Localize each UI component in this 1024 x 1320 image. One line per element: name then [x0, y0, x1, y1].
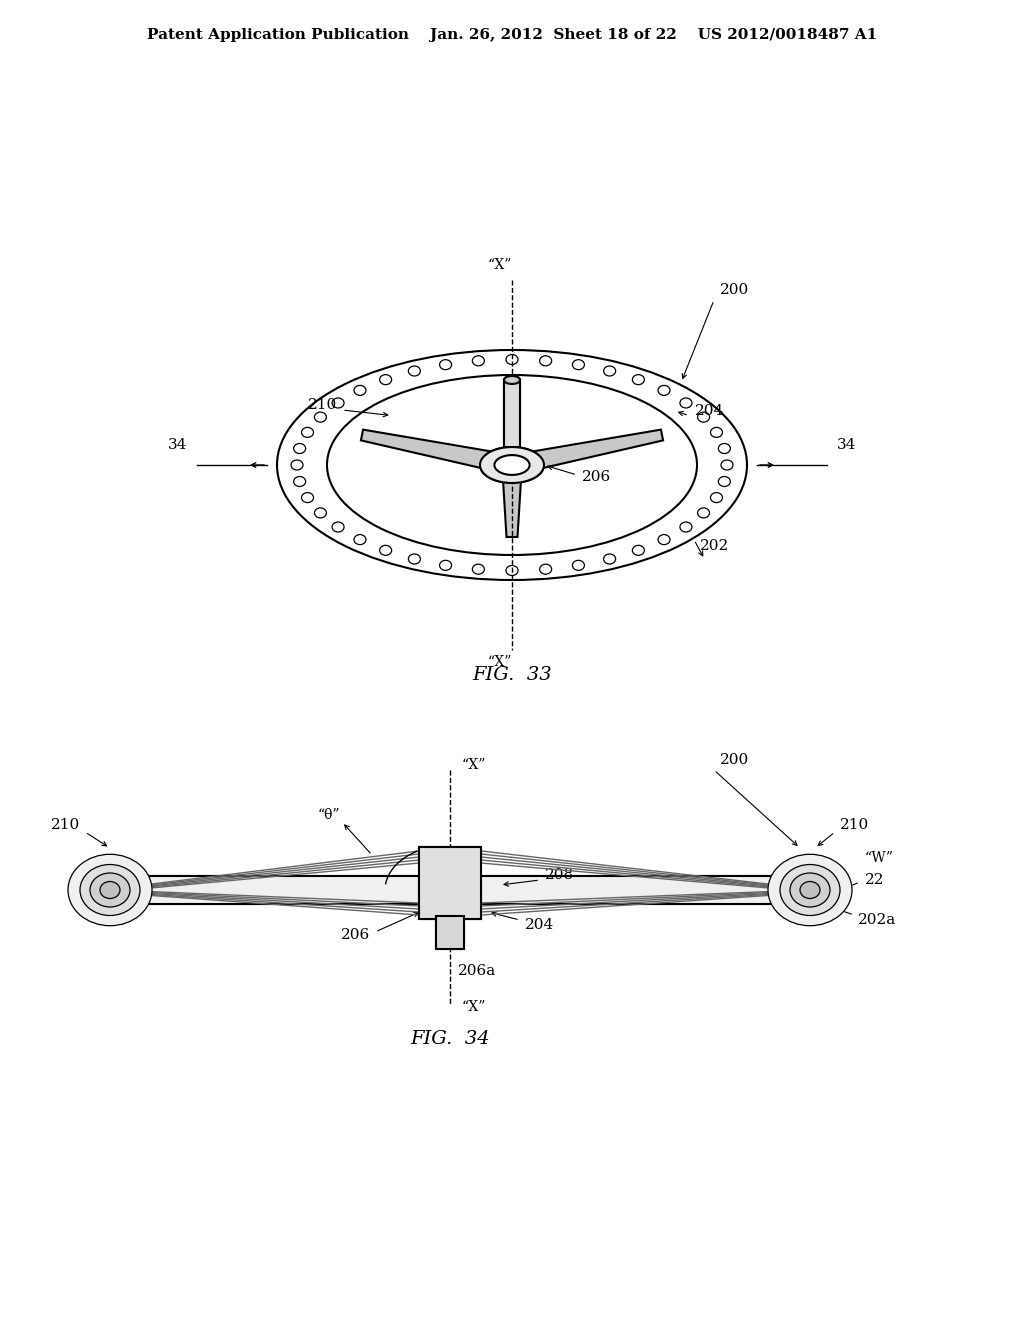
Text: Patent Application Publication    Jan. 26, 2012  Sheet 18 of 22    US 2012/00184: Patent Application Publication Jan. 26, …: [146, 28, 878, 42]
Bar: [436, 916, 464, 949]
Ellipse shape: [480, 447, 544, 483]
Ellipse shape: [495, 455, 529, 475]
Text: 200: 200: [720, 282, 750, 297]
Text: FIG.  34: FIG. 34: [411, 1030, 489, 1048]
Text: 202: 202: [700, 539, 729, 553]
Text: “X”: “X”: [462, 758, 486, 772]
Text: 208: 208: [545, 869, 574, 882]
Bar: [145, 876, 775, 904]
Bar: [504, 380, 520, 447]
Text: 22: 22: [865, 873, 885, 887]
Ellipse shape: [768, 854, 852, 925]
Text: 206: 206: [582, 470, 611, 484]
Ellipse shape: [480, 447, 544, 483]
Ellipse shape: [504, 376, 520, 384]
Text: 34: 34: [837, 438, 856, 451]
Text: 204: 204: [525, 917, 554, 932]
Ellipse shape: [100, 882, 120, 899]
Text: 210: 210: [308, 399, 337, 412]
Bar: [504, 479, 520, 498]
Text: 210: 210: [840, 818, 869, 832]
Bar: [436, 916, 464, 949]
Ellipse shape: [504, 488, 520, 498]
Text: 204: 204: [695, 404, 724, 418]
Ellipse shape: [495, 455, 529, 475]
Ellipse shape: [68, 854, 152, 925]
Text: 34: 34: [168, 438, 187, 451]
Ellipse shape: [80, 865, 140, 916]
Bar: [504, 380, 520, 447]
Ellipse shape: [800, 882, 820, 899]
Text: 202a: 202a: [858, 913, 896, 927]
Text: “X”: “X”: [487, 257, 512, 272]
Ellipse shape: [790, 873, 830, 907]
Bar: [419, 847, 481, 919]
Text: 206: 206: [341, 928, 370, 942]
Text: 200: 200: [720, 752, 750, 767]
Bar: [145, 876, 775, 904]
Text: “θ”: “θ”: [317, 808, 340, 822]
Polygon shape: [510, 429, 664, 475]
Text: FIG.  33: FIG. 33: [472, 667, 552, 684]
Ellipse shape: [90, 873, 130, 907]
Bar: [419, 847, 481, 919]
Text: “W”: “W”: [865, 851, 894, 865]
Text: 210: 210: [51, 818, 80, 832]
Text: “X”: “X”: [462, 1001, 486, 1014]
Ellipse shape: [504, 376, 520, 384]
Ellipse shape: [780, 865, 840, 916]
Text: 206a: 206a: [458, 964, 497, 978]
Polygon shape: [360, 429, 514, 475]
Text: “X”: “X”: [487, 655, 512, 669]
Polygon shape: [502, 465, 522, 537]
